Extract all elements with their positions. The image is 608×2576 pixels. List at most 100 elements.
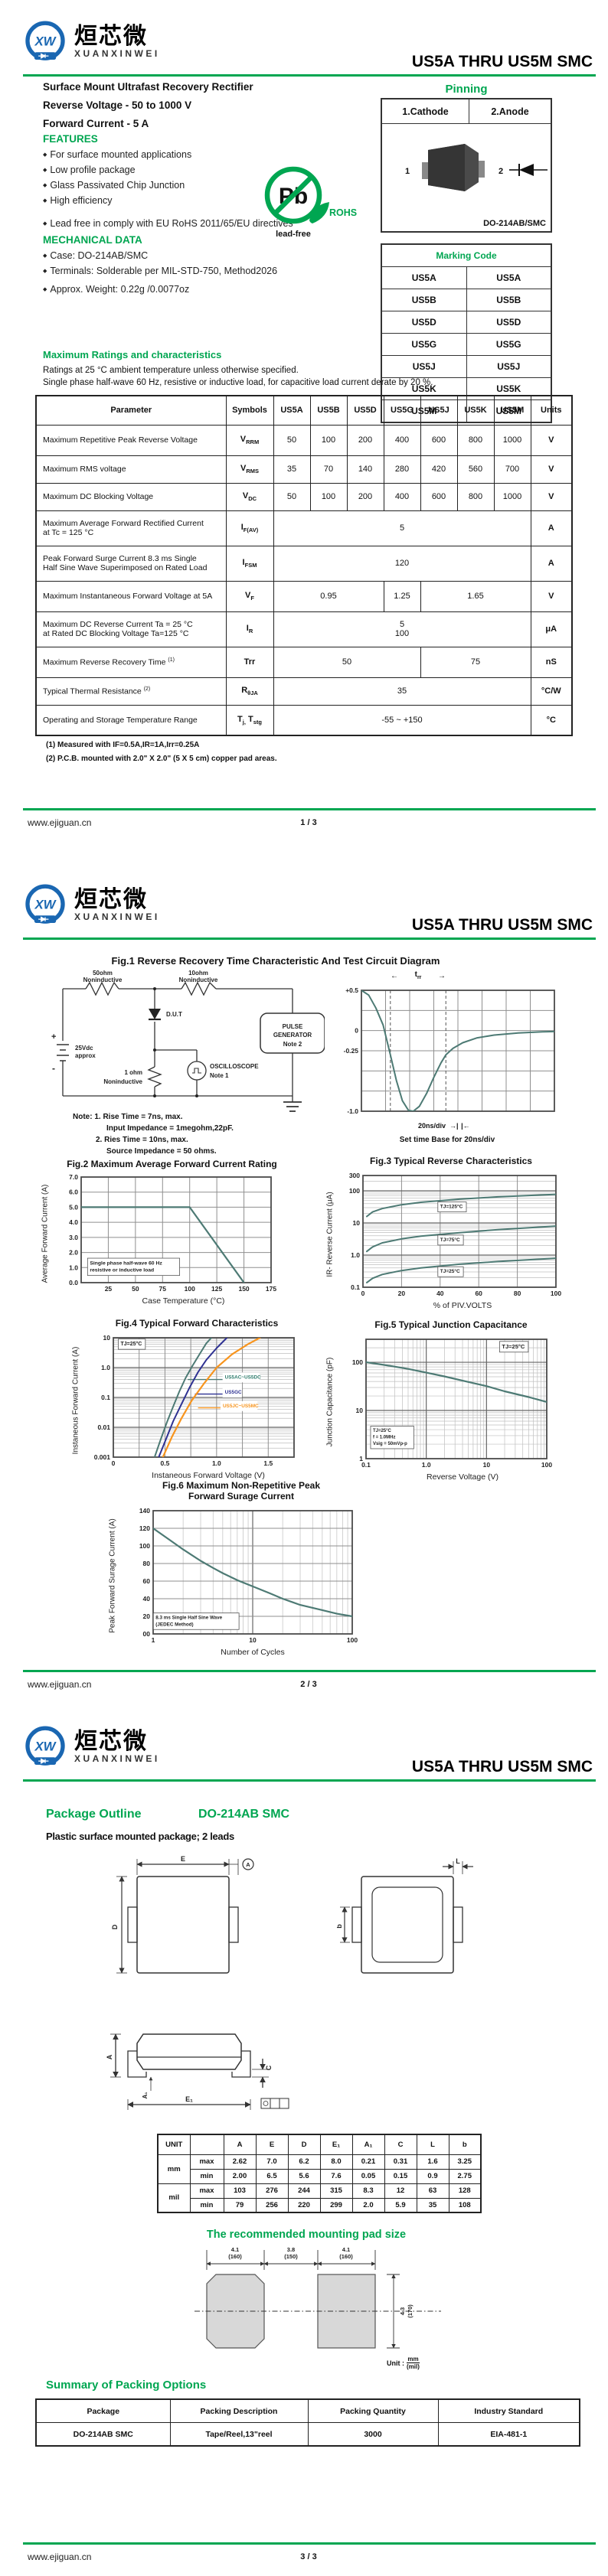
value-cell: 0.15	[384, 2168, 417, 2184]
col-header: US5B	[309, 395, 348, 426]
value-cell: 50	[273, 482, 311, 511]
value-cell: 103	[223, 2183, 257, 2199]
forward-current-line: Forward Current - 5 A	[43, 118, 149, 129]
col-header: Packing Description	[169, 2398, 309, 2423]
ratings-condition-2: Single phase half-wave 60 Hz, resistive …	[43, 378, 433, 387]
value-cell: 2.62	[223, 2154, 257, 2170]
svg-text:1: 1	[359, 1455, 363, 1462]
note-line: Source Impedance = 50 ohms.	[106, 1147, 217, 1156]
svg-text:0.5: 0.5	[161, 1459, 170, 1467]
value-cell: 420	[420, 455, 458, 484]
value-cell: 2.75	[448, 2168, 482, 2184]
dim-A1-label: A₁	[142, 2092, 149, 2099]
brand-monogram: XW	[34, 34, 57, 48]
package-bottom-view-drawing: b L	[337, 1857, 473, 1974]
value-cell: 75	[420, 646, 531, 678]
value-cell: 800	[456, 424, 495, 456]
symbol-cell: VRMS	[225, 455, 274, 484]
product-summary: Surface Mount Ultrafast Recovery Rectifi…	[43, 81, 303, 136]
table-row: Typical Thermal Resistance (2) RθJA 35 °…	[35, 677, 573, 706]
table-row: Maximum RMS voltage VRMS 35 70 140 280 4…	[35, 455, 573, 484]
source-voltage: 25Vdc	[75, 1045, 93, 1052]
table-row: min 2.00 6.5 5.6 7.6 0.05 0.15 0.9 2.75	[158, 2168, 482, 2184]
arrow-right-icon: →	[437, 972, 446, 980]
col-header: E₁	[319, 2134, 353, 2155]
brand-text: 烜芯微 XUANXINWEI	[74, 889, 160, 923]
feature-text: Low profile package	[50, 165, 136, 175]
pad-gap-mil: (150)	[284, 2253, 298, 2260]
part-cell: US5B	[381, 289, 467, 311]
brand-name-cn: 烜芯微	[74, 24, 148, 49]
parameter-cell: Maximum Reverse Recovery Time (1)	[35, 646, 227, 678]
svg-text:00: 00	[143, 1630, 151, 1638]
marking-cell: US5G	[466, 333, 552, 356]
col-header: US5D	[346, 395, 384, 426]
svg-text:150: 150	[238, 1285, 249, 1293]
value-cell: 800	[456, 482, 495, 511]
table-row: Operating and Storage Temperature Range …	[35, 704, 573, 736]
parameter-cell: Peak Forward Surge Current 8.3 ms Single…	[35, 545, 227, 582]
svg-text:TJ=75°C: TJ=75°C	[440, 1237, 460, 1243]
table-header-row: UNIT A E D E₁ A₁ C L b	[157, 2134, 482, 2155]
symbol-cell: VRRM	[225, 424, 274, 456]
website-link[interactable]: www.ejiguan.cn	[28, 1679, 92, 1690]
value-cell: 12	[384, 2183, 417, 2199]
value-cell: 8.3	[351, 2183, 385, 2199]
pad-height-mil: (170)	[407, 2304, 414, 2318]
unit-cell: μA	[530, 611, 573, 647]
symbol-cell: IF(AV)	[225, 510, 274, 546]
svg-text:100: 100	[541, 1461, 552, 1469]
fig1-waveform-plot: ← trr → +0.5 0 -0.25 -1.0 20ns/div →| |← Set …	[328, 970, 567, 1150]
svg-text:7.0: 7.0	[69, 1173, 78, 1181]
resistor1-value: 50ohm	[93, 970, 113, 977]
website-link[interactable]: www.ejiguan.cn	[28, 2552, 92, 2562]
fig6-title-line2: Forward Surage Current	[188, 1491, 295, 1502]
blank-header	[189, 2134, 224, 2155]
bullet-icon: ◆	[43, 269, 47, 274]
rohs-text: ROHS	[329, 207, 357, 218]
unit-fraction: mm (mil)	[407, 2356, 420, 2370]
parameter-cell: Maximum Average Forward Rectified Curren…	[35, 510, 227, 546]
value-cell: 140	[346, 455, 384, 484]
bullet-icon: ◆	[43, 253, 47, 259]
svg-text:0.001: 0.001	[94, 1453, 111, 1461]
value-cell: 1.6	[416, 2154, 449, 2170]
fig2-block: Fig.2 Maximum Average Forward Current Ra…	[40, 1159, 304, 1306]
brand-logo: XW 烜芯微 XUANXINWEI	[21, 1723, 160, 1771]
value-cell: 3.25	[448, 2154, 482, 2170]
svg-text:TJ=125°C: TJ=125°C	[440, 1204, 463, 1210]
svg-text:10: 10	[249, 1636, 257, 1644]
value-cell: -55 ~ +150	[273, 704, 531, 736]
website-link[interactable]: www.ejiguan.cn	[28, 817, 92, 828]
mech-item: ◆ Terminals: Solderable per MIL-STD-750, …	[43, 266, 334, 276]
parameter-cell: Maximum Instantaneous Forward Voltage at…	[35, 580, 227, 612]
resistor3-value: 1 ohm	[124, 1069, 142, 1076]
page2-footer: www.ejiguan.cn 2 / 3	[21, 1670, 596, 1696]
svg-text:125: 125	[211, 1285, 222, 1293]
table-row: US5B US5B	[381, 289, 552, 311]
dim-L-label: L	[456, 1857, 460, 1865]
plus-sign: +	[51, 1032, 56, 1042]
table-row: Maximum Reverse Recovery Time (1) Trr 50…	[35, 646, 573, 678]
fig4-chart: 0 0.5 1.0 1.5 10 1.0 0.1 0.01 0.001 TJ=25°C US5AC~…	[94, 1334, 295, 1467]
fig1-waveform-chart: +0.5 0 -0.25 -1.0	[344, 986, 555, 1115]
package-top-view-drawing: E A D	[111, 1855, 254, 1974]
svg-text:175: 175	[266, 1285, 276, 1293]
svg-text:60: 60	[143, 1577, 151, 1585]
col-header: b	[448, 2134, 482, 2155]
brand-monogram: XW	[34, 1739, 57, 1753]
marking-cell: US5A	[466, 266, 552, 289]
page-number: 3 / 3	[300, 2552, 317, 2561]
pad-width-left-mil: (160)	[228, 2253, 242, 2260]
table-row: Peak Forward Surge Current 8.3 ms Single…	[35, 545, 573, 582]
brand-text: 烜芯微 XUANXINWEI	[74, 1730, 160, 1765]
value-cell: 7.6	[319, 2168, 353, 2184]
col-header: A	[223, 2134, 257, 2155]
part-number-title: US5A THRU US5M SMC	[411, 53, 593, 70]
svg-text:0.01: 0.01	[97, 1423, 110, 1431]
col-header: Package	[35, 2398, 171, 2423]
table-row: Maximum Average Forward Rectified Curren…	[35, 510, 573, 546]
pad-width-left: 4.1	[231, 2246, 239, 2253]
col-header: A₁	[351, 2134, 385, 2155]
pad-width-right-mil: (160)	[339, 2253, 353, 2260]
